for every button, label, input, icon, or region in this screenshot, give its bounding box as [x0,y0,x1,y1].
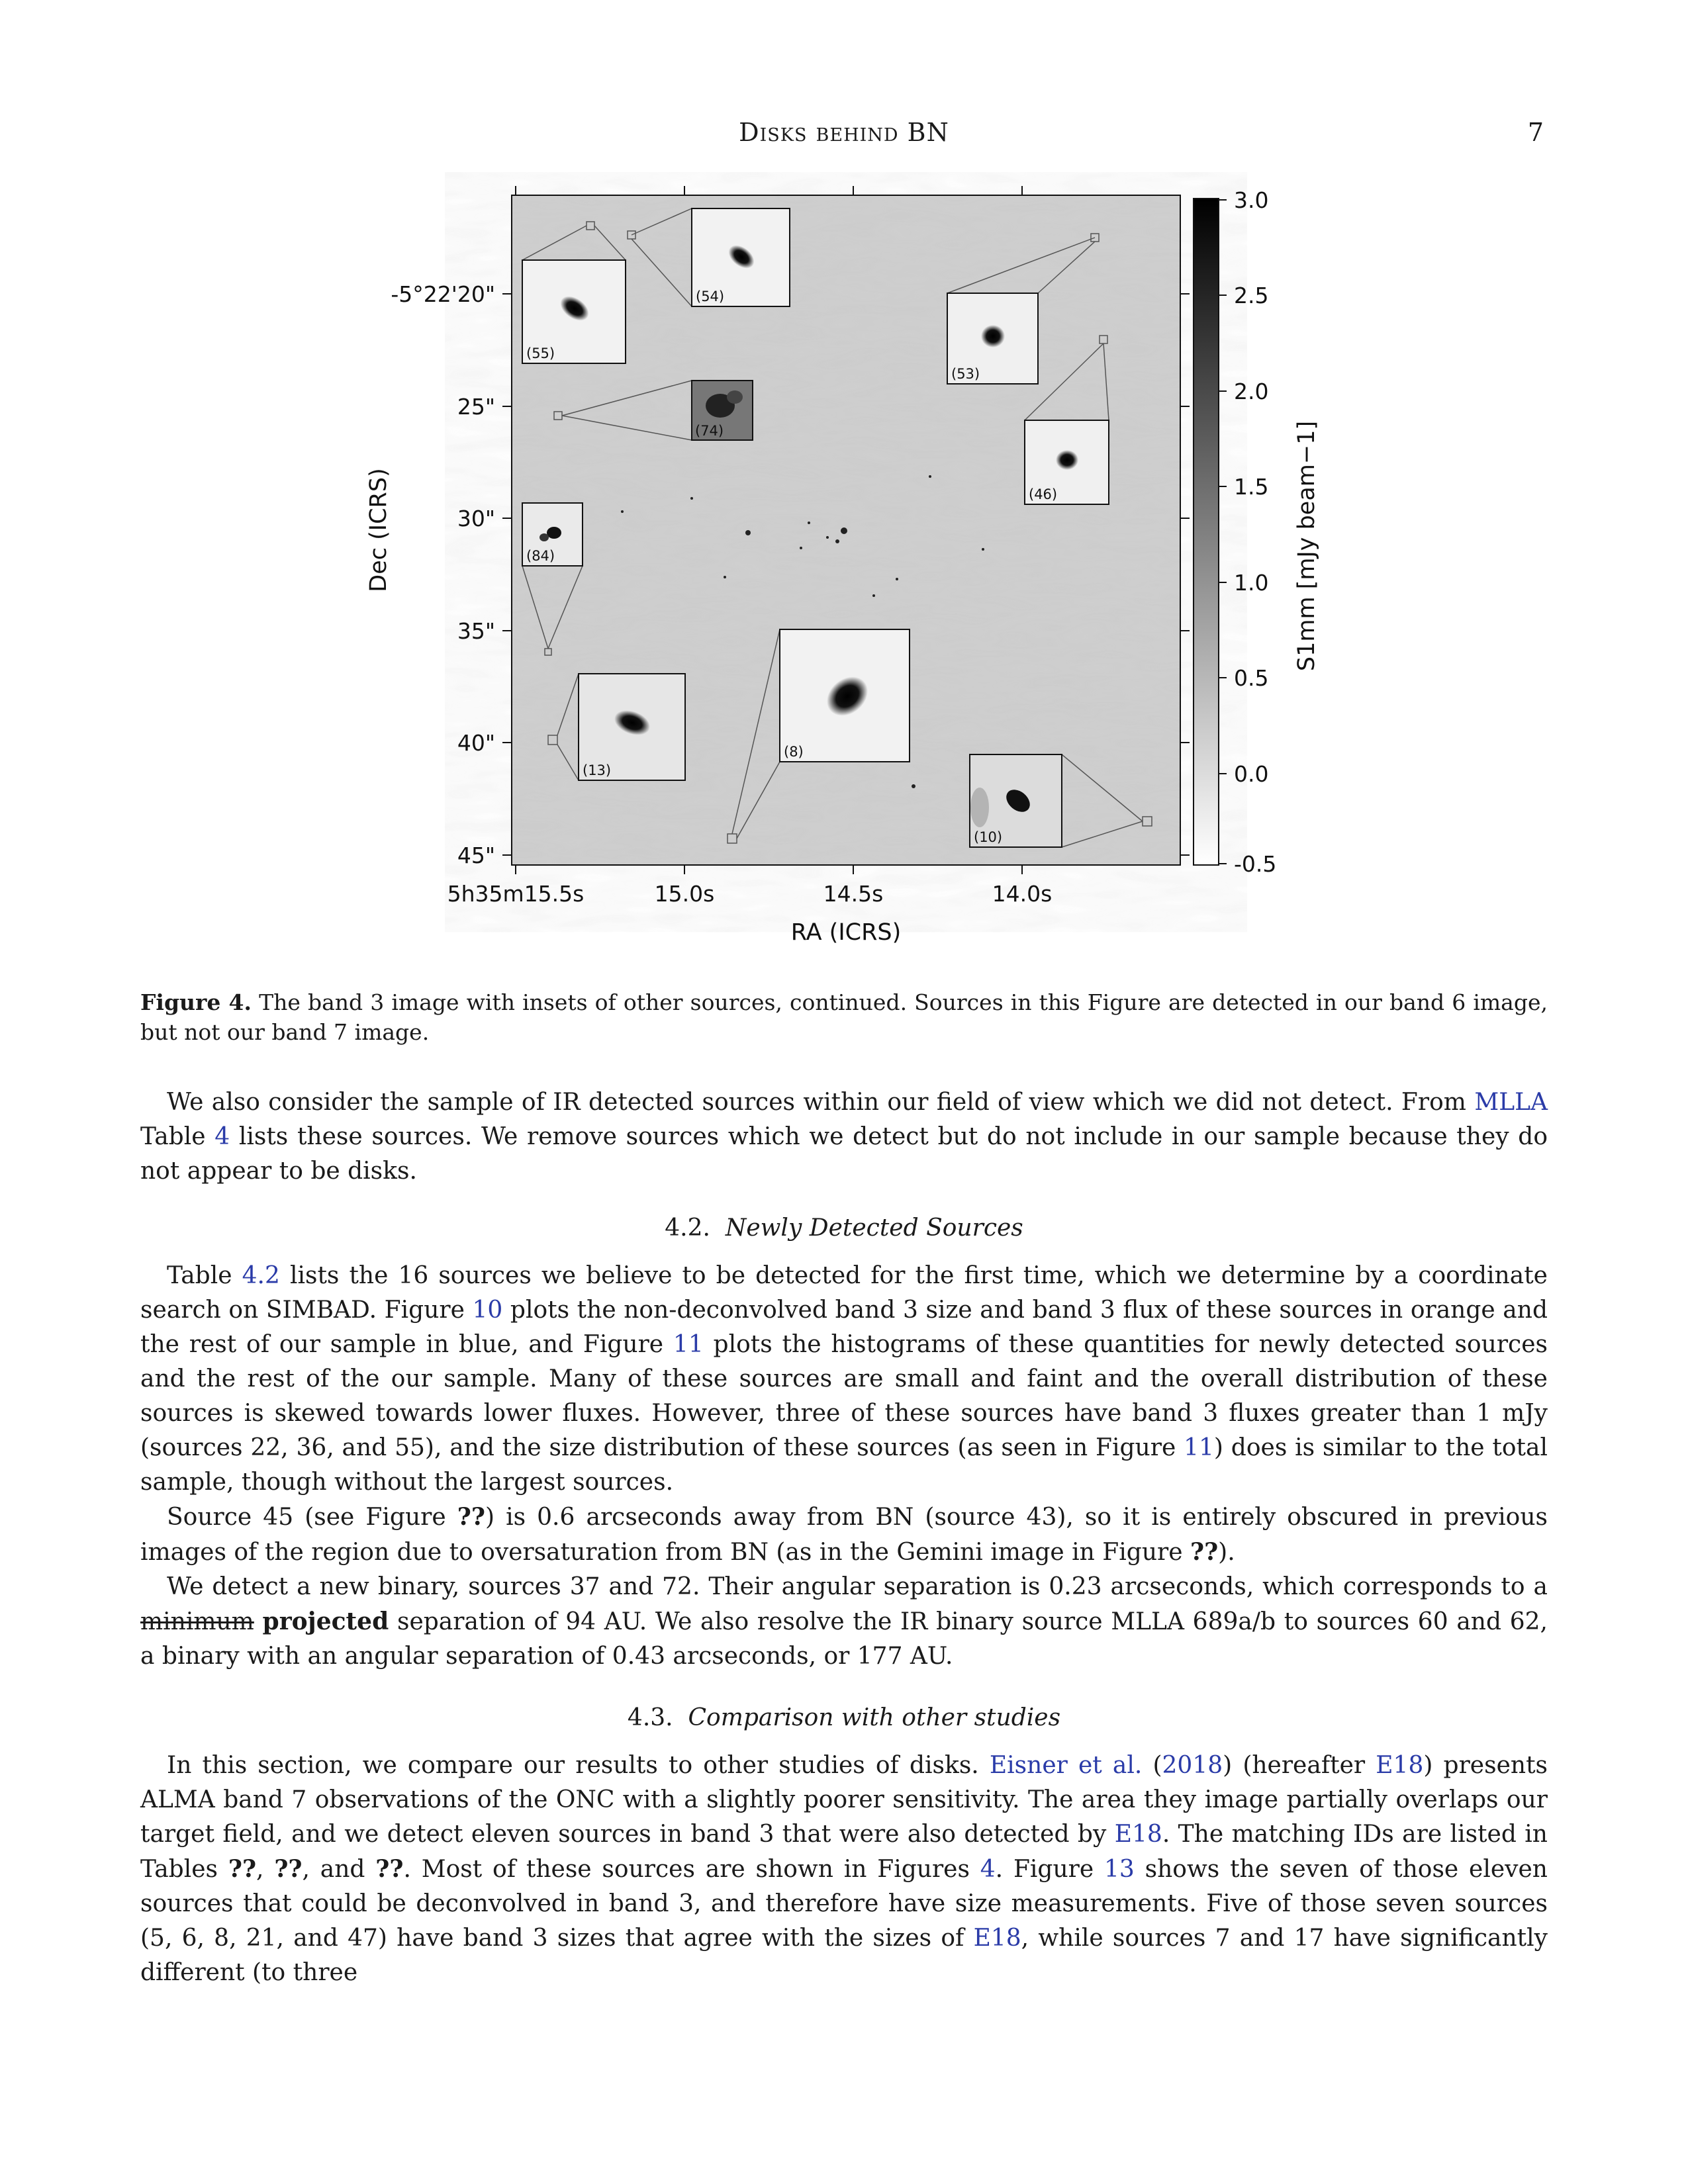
section-4-3-body: In this section, we compare our results … [140,1752,1548,1986]
svg-text:(8): (8) [784,744,804,760]
inset-46: (46) [1024,420,1109,505]
svg-text:(54): (54) [696,289,724,304]
colorbar [1193,198,1219,866]
citation-link-e18[interactable]: E18 [1114,1821,1162,1848]
colorbar-tick: 3.0 [1234,187,1268,213]
y-tick-label: -5°22'20" [391,281,495,307]
bold-word: projected [262,1608,389,1635]
x-tick-label: 14.5s [823,881,884,907]
band3-image-plot: -5°22'20" 25" 30" 35" 40" 45" 5h35m15.5s… [365,186,1320,946]
colorbar-label: S1mm [mJy beam−1] [1293,421,1320,671]
inset-13: (13) [578,673,686,781]
citation-link-e18[interactable]: E18 [1376,1752,1424,1779]
section-4-2-body: Table 4.2 lists the 16 sources we believ… [140,1262,1548,1670]
caption-label: Figure 4. [140,989,252,1015]
citation-link-year[interactable]: 2018 [1162,1752,1223,1779]
y-axis-label: Dec (ICRS) [365,468,392,592]
x-tick-label: 14.0s [992,881,1053,907]
y-tick-label: 35" [457,618,495,644]
figure-link[interactable]: 11 [673,1331,704,1358]
figure-caption: Figure 4. The band 3 image with insets o… [140,987,1548,1047]
figure-4: -5°22'20" 25" 30" 35" 40" 45" 5h35m15.5s… [0,172,1688,966]
running-title: Disks behind BN [739,118,949,147]
table-link[interactable]: 4.2 [242,1262,280,1289]
figure-link[interactable]: 4 [980,1856,996,1883]
section-heading-4-2: 4.2. Newly Detected Sources [665,1214,1023,1242]
figure-link[interactable]: 11 [1184,1434,1214,1461]
table-link[interactable]: 4 [214,1123,230,1150]
y-tick-label: 30" [457,506,495,531]
colorbar-tick: 2.5 [1234,283,1268,308]
struck-word: minimum [140,1608,254,1635]
colorbar-tick: -0.5 [1234,851,1276,877]
caption-text: The band 3 image with insets of other so… [140,989,1548,1045]
citation-link-eisner[interactable]: Eisner et al. [989,1752,1143,1779]
page-number: 7 [1527,118,1544,147]
inset-84: (84) [522,502,583,567]
y-tick-label: 40" [457,730,495,756]
x-axis-label: RA (ICRS) [791,919,902,946]
y-tick-label: 45" [457,842,495,868]
colorbar-tick: 1.5 [1234,474,1268,500]
svg-text:(53): (53) [951,366,980,382]
colorbar-tick: 0.5 [1234,665,1268,691]
svg-text:(55): (55) [526,345,555,361]
figure-link[interactable]: 13 [1104,1856,1135,1883]
x-tick-label: 15.0s [655,881,715,907]
svg-text:(74): (74) [695,423,724,439]
inset-connectors [522,208,1152,848]
field-sources [621,475,984,788]
paragraph-ir-sources: We also consider the sample of IR detect… [140,1089,1548,1185]
section-heading-4-3: 4.3. Comparison with other studies [627,1704,1061,1731]
citation-link-mlla[interactable]: MLLA [1474,1089,1548,1116]
svg-text:(46): (46) [1029,486,1057,502]
citation-link-e18[interactable]: E18 [973,1925,1021,1952]
colorbar-tick: 0.0 [1234,761,1268,787]
inset-74: (74) [691,380,753,441]
svg-text:(84): (84) [526,548,555,564]
inset-55: (55) [522,259,626,364]
x-tick-label: 5h35m15.5s [447,881,585,907]
colorbar-tick: 2.0 [1234,379,1268,404]
inset-8: (8) [779,629,910,762]
figure-link[interactable]: 10 [472,1297,503,1324]
colorbar-tick: 1.0 [1234,570,1268,596]
inset-10: (10) [969,754,1062,848]
svg-text:(13): (13) [583,762,611,778]
y-tick-label: 25" [457,394,495,420]
svg-text:(10): (10) [974,829,1002,845]
inset-53: (53) [947,293,1039,385]
inset-54: (54) [691,208,790,307]
